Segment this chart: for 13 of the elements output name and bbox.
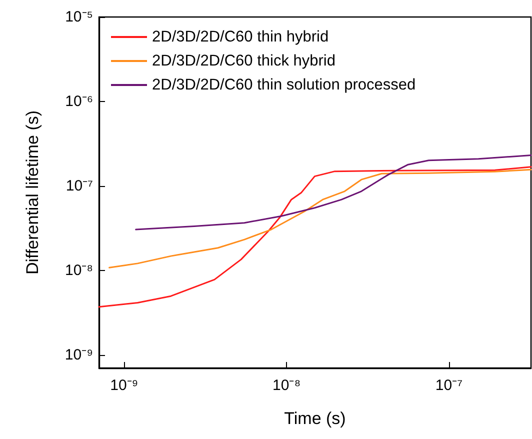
x-tick-label: 10⁻⁷ [435,377,463,394]
y-tick-label: 10⁻⁵ [65,8,93,26]
y-axis-title: Differential lifetime (s) [23,110,42,275]
x-axis-title: Time (s) [284,409,346,428]
x-tick-label: 10⁻⁸ [272,377,301,394]
y-tick-label: 10⁻⁹ [64,346,93,364]
legend-label: 2D/3D/2D/C60 thin solution processed [152,76,416,94]
y-tick-label: 10⁻⁶ [65,92,93,110]
legend-label: 2D/3D/2D/C60 thin hybrid [152,28,329,46]
y-tick-label: 10⁻⁸ [64,262,93,279]
legend-label: 2D/3D/2D/C60 thick hybrid [152,52,336,70]
y-tick-label: 10⁻⁷ [66,177,93,194]
x-tick-label: 10⁻⁹ [110,377,138,394]
